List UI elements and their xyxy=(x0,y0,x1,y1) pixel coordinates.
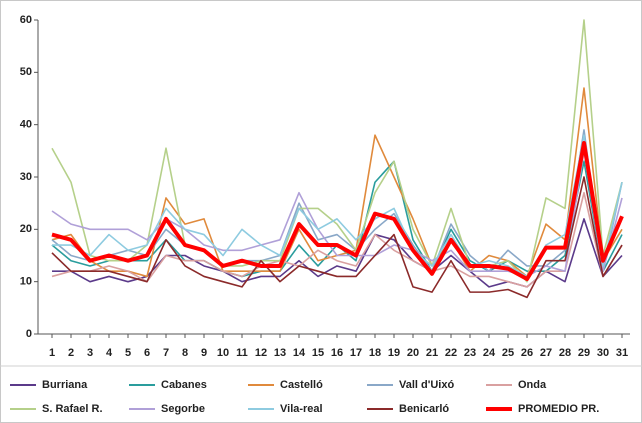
x-tick-label: 16 xyxy=(331,347,343,359)
legend-label: Vila-real xyxy=(280,403,323,415)
x-tick-label: 19 xyxy=(388,347,400,359)
legend-label: S. Rafael R. xyxy=(42,403,103,415)
x-tick-label: 1 xyxy=(49,347,55,359)
x-tick-label: 6 xyxy=(144,347,150,359)
legend-label: Segorbe xyxy=(161,403,205,415)
legend-label: Onda xyxy=(518,379,547,391)
x-tick-label: 24 xyxy=(483,347,496,359)
x-tick-label: 31 xyxy=(616,347,628,359)
x-tick-label: 8 xyxy=(182,347,188,359)
legend-label: Castelló xyxy=(280,379,323,391)
x-tick-label: 26 xyxy=(521,347,533,359)
y-tick-label: 60 xyxy=(20,14,32,26)
legend-label: Vall d'Uixó xyxy=(399,379,454,391)
legend-label: Burriana xyxy=(42,379,88,391)
x-tick-label: 28 xyxy=(559,347,571,359)
y-tick-label: 30 xyxy=(20,171,32,183)
series-line xyxy=(51,140,624,282)
y-tick-label: 10 xyxy=(20,276,32,288)
x-tick-label: 2 xyxy=(68,347,74,359)
y-tick-label: 50 xyxy=(20,66,32,78)
x-tick-label: 23 xyxy=(464,347,476,359)
x-tick-label: 20 xyxy=(407,347,419,359)
x-tick-label: 9 xyxy=(201,347,207,359)
y-tick-label: 0 xyxy=(26,328,32,340)
y-tick-label: 40 xyxy=(20,119,32,131)
x-tick-label: 27 xyxy=(540,347,552,359)
x-tick-label: 14 xyxy=(293,347,306,359)
x-tick-label: 22 xyxy=(445,347,457,359)
x-tick-label: 5 xyxy=(125,347,131,359)
legend-label: Cabanes xyxy=(161,379,207,391)
x-tick-label: 7 xyxy=(163,347,169,359)
x-tick-label: 30 xyxy=(597,347,609,359)
x-tick-label: 18 xyxy=(369,347,381,359)
x-tick-label: 29 xyxy=(578,347,590,359)
x-tick-label: 21 xyxy=(426,347,438,359)
x-tick-label: 25 xyxy=(502,347,514,359)
legend-label: Benicarló xyxy=(399,403,449,415)
x-tick-label: 11 xyxy=(236,347,248,359)
x-tick-label: 12 xyxy=(255,347,267,359)
x-tick-label: 4 xyxy=(106,347,113,359)
series-line xyxy=(51,176,623,299)
x-tick-label: 13 xyxy=(274,347,286,359)
y-tick-label: 20 xyxy=(20,223,32,235)
x-tick-label: 10 xyxy=(217,347,229,359)
x-tick-label: 15 xyxy=(312,347,324,359)
x-tick-label: 17 xyxy=(350,347,362,359)
legend-label: PROMEDIO PR. xyxy=(518,403,599,415)
x-tick-label: 3 xyxy=(87,347,93,359)
